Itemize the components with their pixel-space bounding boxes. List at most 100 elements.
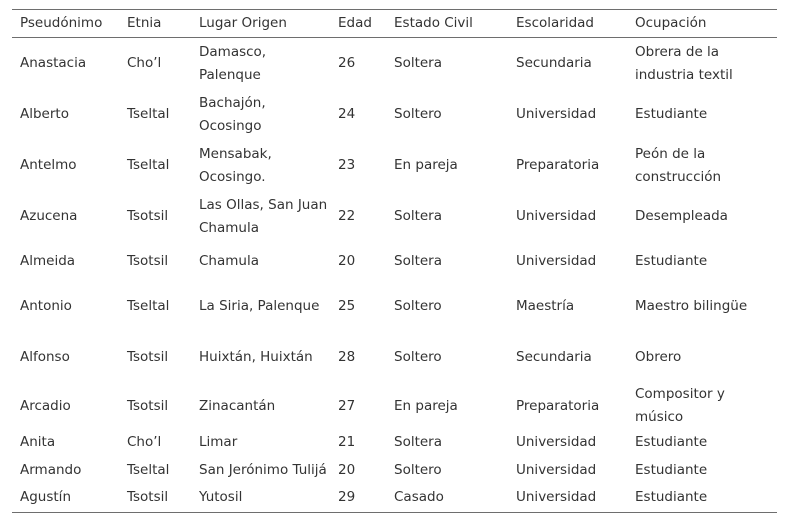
cell-estado-civil-text: Soltero (394, 106, 442, 122)
cell-estado-civil-text: Soltera (394, 434, 443, 451)
cell-etnia: Tsotsil (119, 242, 191, 281)
cell-edad-text: 21 (338, 434, 356, 451)
cell-ocupacion-text: Desempleada (635, 208, 728, 224)
cell-pseudonimo: Antelmo (12, 140, 119, 191)
cell-ocupacion: Estudiante (627, 484, 777, 513)
cell-lugar-origen: Limar (191, 429, 330, 457)
cell-edad-text: 28 (338, 349, 356, 365)
cell-edad: 26 (330, 38, 386, 90)
cell-etnia-text: Tsotsil (127, 349, 169, 365)
cell-escolaridad-text: Secundaria (516, 349, 592, 365)
cell-lugar-origen: Las Ollas, San Juan Chamula (191, 191, 330, 242)
cell-lugar-origen-text: San Jerónimo Tulijá (199, 461, 327, 478)
cell-estado-civil-text: Soltero (394, 349, 442, 365)
cell-ocupacion: Peón de la construcción (627, 140, 777, 191)
table-row: Agustín Tsotsil Yutosil 29 Casado Universidad… (12, 484, 777, 513)
header-escolaridad: Escolaridad (508, 9, 627, 38)
cell-ocupacion: Estudiante (627, 242, 777, 281)
cell-pseudonimo-text: Armando (20, 461, 82, 478)
table-row: Anita Cho’l Limar 21 Soltera Universidad Estud… (12, 429, 777, 457)
header-pseudonimo: Pseudónimo (12, 9, 119, 38)
cell-ocupacion-text: Obrero (635, 349, 682, 365)
table-row: Antonio Tseltal La Siria, Palenque 25 Solter… (12, 281, 777, 332)
cell-ocupacion: Obrero (627, 332, 777, 383)
cell-etnia: Tsotsil (119, 484, 191, 513)
cell-escolaridad: Universidad (508, 484, 627, 513)
cell-etnia-text: Tsotsil (127, 397, 169, 414)
cell-edad: 28 (330, 332, 386, 383)
cell-escolaridad: Preparatoria (508, 383, 627, 429)
cell-lugar-origen-text: Bachajón, Ocosingo (199, 94, 266, 134)
cell-estado-civil: Casado (386, 484, 508, 513)
table-row: Arcadio Tsotsil Zinacantán 27 En pareja Prepa… (12, 383, 777, 429)
cell-escolaridad: Secundaria (508, 332, 627, 383)
cell-lugar-origen: Chamula (191, 242, 330, 281)
cell-lugar-origen-text: Damasco, Palenque (199, 43, 267, 83)
cell-escolaridad-text: Universidad (516, 461, 597, 478)
cell-pseudonimo-text: Agustín (20, 489, 71, 506)
cell-pseudonimo: Armando (12, 457, 119, 485)
cell-ocupacion-text: Estudiante (635, 106, 708, 122)
cell-lugar-origen-text: Huixtán, Huixtán (199, 349, 313, 365)
header-edad: Edad (330, 9, 386, 38)
cell-pseudonimo-text: Anastacia (20, 55, 87, 71)
cell-etnia-text: Tsotsil (127, 253, 169, 269)
cell-lugar-origen: La Siria, Palenque (191, 281, 330, 332)
cell-etnia: Tsotsil (119, 332, 191, 383)
cell-escolaridad-text: Universidad (516, 489, 597, 506)
cell-etnia-text: Tseltal (127, 106, 170, 122)
header-ocupacion: Ocupación (627, 9, 777, 38)
header-estado-civil: Estado Civil (386, 9, 508, 38)
cell-ocupacion: Estudiante (627, 457, 777, 485)
cell-pseudonimo-text: Alfonso (20, 349, 70, 365)
cell-edad-text: 20 (338, 461, 356, 478)
cell-edad: 23 (330, 140, 386, 191)
cell-etnia: Tseltal (119, 281, 191, 332)
cell-escolaridad-text: Universidad (516, 106, 597, 122)
cell-pseudonimo: Almeida (12, 242, 119, 281)
cell-lugar-origen: Huixtán, Huixtán (191, 332, 330, 383)
cell-edad-text: 23 (338, 157, 356, 173)
cell-pseudonimo: Antonio (12, 281, 119, 332)
table-row: Almeida Tsotsil Chamula 20 Soltera Universida… (12, 242, 777, 281)
cell-estado-civil-text: En pareja (394, 157, 458, 173)
cell-estado-civil: Soltera (386, 38, 508, 90)
cell-escolaridad: Universidad (508, 457, 627, 485)
cell-edad-text: 20 (338, 253, 356, 269)
table-header: Pseudónimo Etnia Lugar Origen Edad Estad… (12, 9, 777, 38)
cell-escolaridad-text: Universidad (516, 253, 597, 269)
table-row: Azucena Tsotsil Las Ollas, San Juan Chamul… (12, 191, 777, 242)
cell-ocupacion-text: Obrera de la industria textil (635, 43, 733, 83)
cell-ocupacion: Estudiante (627, 429, 777, 457)
cell-lugar-origen: Bachajón, Ocosingo (191, 89, 330, 140)
cell-etnia: Tseltal (119, 89, 191, 140)
cell-pseudonimo: Alfonso (12, 332, 119, 383)
cell-estado-civil: Soltero (386, 457, 508, 485)
cell-estado-civil: Soltera (386, 242, 508, 281)
cell-lugar-origen: Mensabak, Ocosingo. (191, 140, 330, 191)
cell-lugar-origen: Damasco, Palenque (191, 38, 330, 90)
cell-lugar-origen-text: Zinacantán (199, 397, 276, 414)
cell-estado-civil-text: Soltera (394, 55, 443, 71)
cell-etnia: Tseltal (119, 140, 191, 191)
cell-estado-civil: Soltero (386, 332, 508, 383)
cell-escolaridad: Universidad (508, 89, 627, 140)
cell-pseudonimo-text: Alberto (20, 106, 69, 122)
table-row: Alberto Tseltal Bachajón, Ocosingo 24 Solter… (12, 89, 777, 140)
cell-escolaridad-text: Secundaria (516, 55, 592, 71)
cell-edad: 27 (330, 383, 386, 429)
cell-etnia-text: Cho’l (127, 55, 162, 71)
cell-edad-text: 22 (338, 208, 356, 224)
cell-estado-civil-text: Soltero (394, 298, 442, 314)
cell-etnia-text: Cho’l (127, 434, 162, 451)
cell-lugar-origen: Yutosil (191, 484, 330, 513)
cell-ocupacion-text: Peón de la construcción (635, 145, 722, 185)
cell-escolaridad-text: Preparatoria (516, 157, 600, 173)
cell-ocupacion: Obrera de la industria textil (627, 38, 777, 90)
cell-etnia: Cho’l (119, 429, 191, 457)
header-etnia: Etnia (119, 9, 191, 38)
header-row: Pseudónimo Etnia Lugar Origen Edad Estad… (12, 9, 777, 38)
cell-lugar-origen-text: Limar (199, 434, 238, 451)
cell-lugar-origen-text: Las Ollas, San Juan Chamula (199, 196, 328, 236)
table-body: Anastacia Cho’l Damasco, Palenque 26 Soltera… (12, 38, 777, 513)
